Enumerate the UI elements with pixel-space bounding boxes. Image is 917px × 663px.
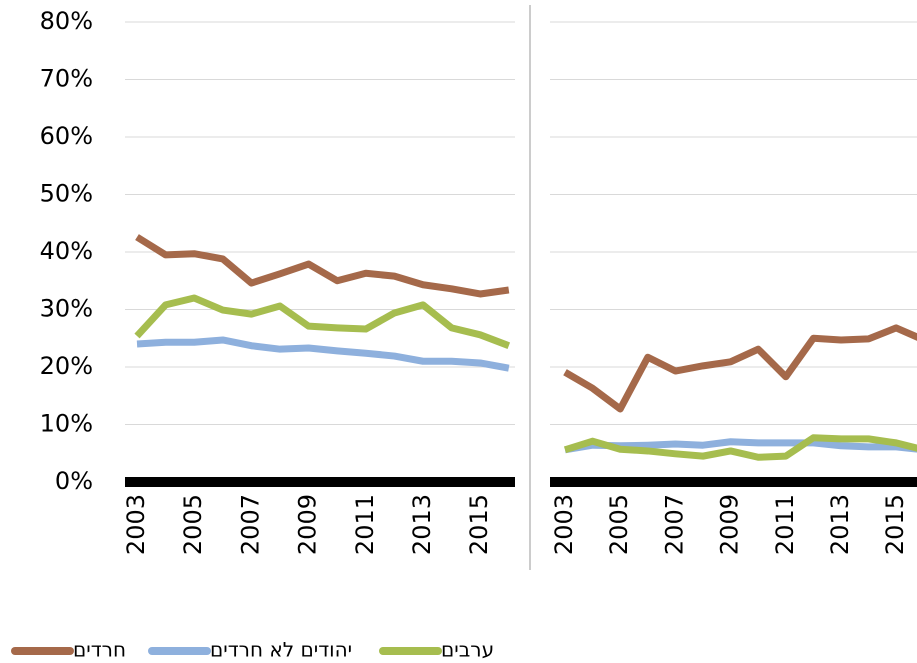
series-line	[136, 336, 510, 372]
x-tick-label: 2011	[351, 494, 379, 555]
x-tick-label: 2015	[465, 494, 493, 555]
y-tick-label: 70%	[40, 65, 93, 93]
legend-label: ערבים	[441, 638, 494, 662]
x-tick-label: 2009	[294, 494, 322, 555]
y-tick-label: 80%	[40, 7, 93, 35]
x-tick-label: 2011	[771, 494, 799, 555]
series-line	[563, 324, 917, 413]
x-tick-label: 2009	[716, 494, 744, 555]
x-tick-label: 2013	[826, 494, 854, 555]
x-tick-label: 2005	[605, 494, 633, 555]
y-tick-label: 10%	[40, 410, 93, 438]
x-tick-label: 2015	[881, 494, 909, 555]
series-line	[134, 294, 511, 349]
x-tick-label: 2013	[408, 494, 436, 555]
x-tick-label: 2007	[236, 494, 264, 555]
x-tick-label: 2007	[660, 494, 688, 555]
y-tick-label: 0%	[55, 467, 93, 495]
legend-label: חרדים	[73, 638, 126, 662]
x-tick-label: 2003	[550, 494, 578, 555]
series-line	[564, 438, 917, 454]
x-tick-label: 2003	[122, 494, 150, 555]
y-tick-label: 30%	[40, 295, 93, 323]
y-tick-label: 50%	[40, 180, 93, 208]
y-tick-label: 20%	[40, 352, 93, 380]
legend-label: יהודים לא חרדים	[210, 638, 352, 662]
series-line	[563, 434, 917, 461]
y-tick-label: 40%	[40, 237, 93, 265]
x-tick-label: 2005	[179, 494, 207, 555]
series-line	[135, 234, 510, 298]
y-tick-label: 60%	[40, 122, 93, 150]
